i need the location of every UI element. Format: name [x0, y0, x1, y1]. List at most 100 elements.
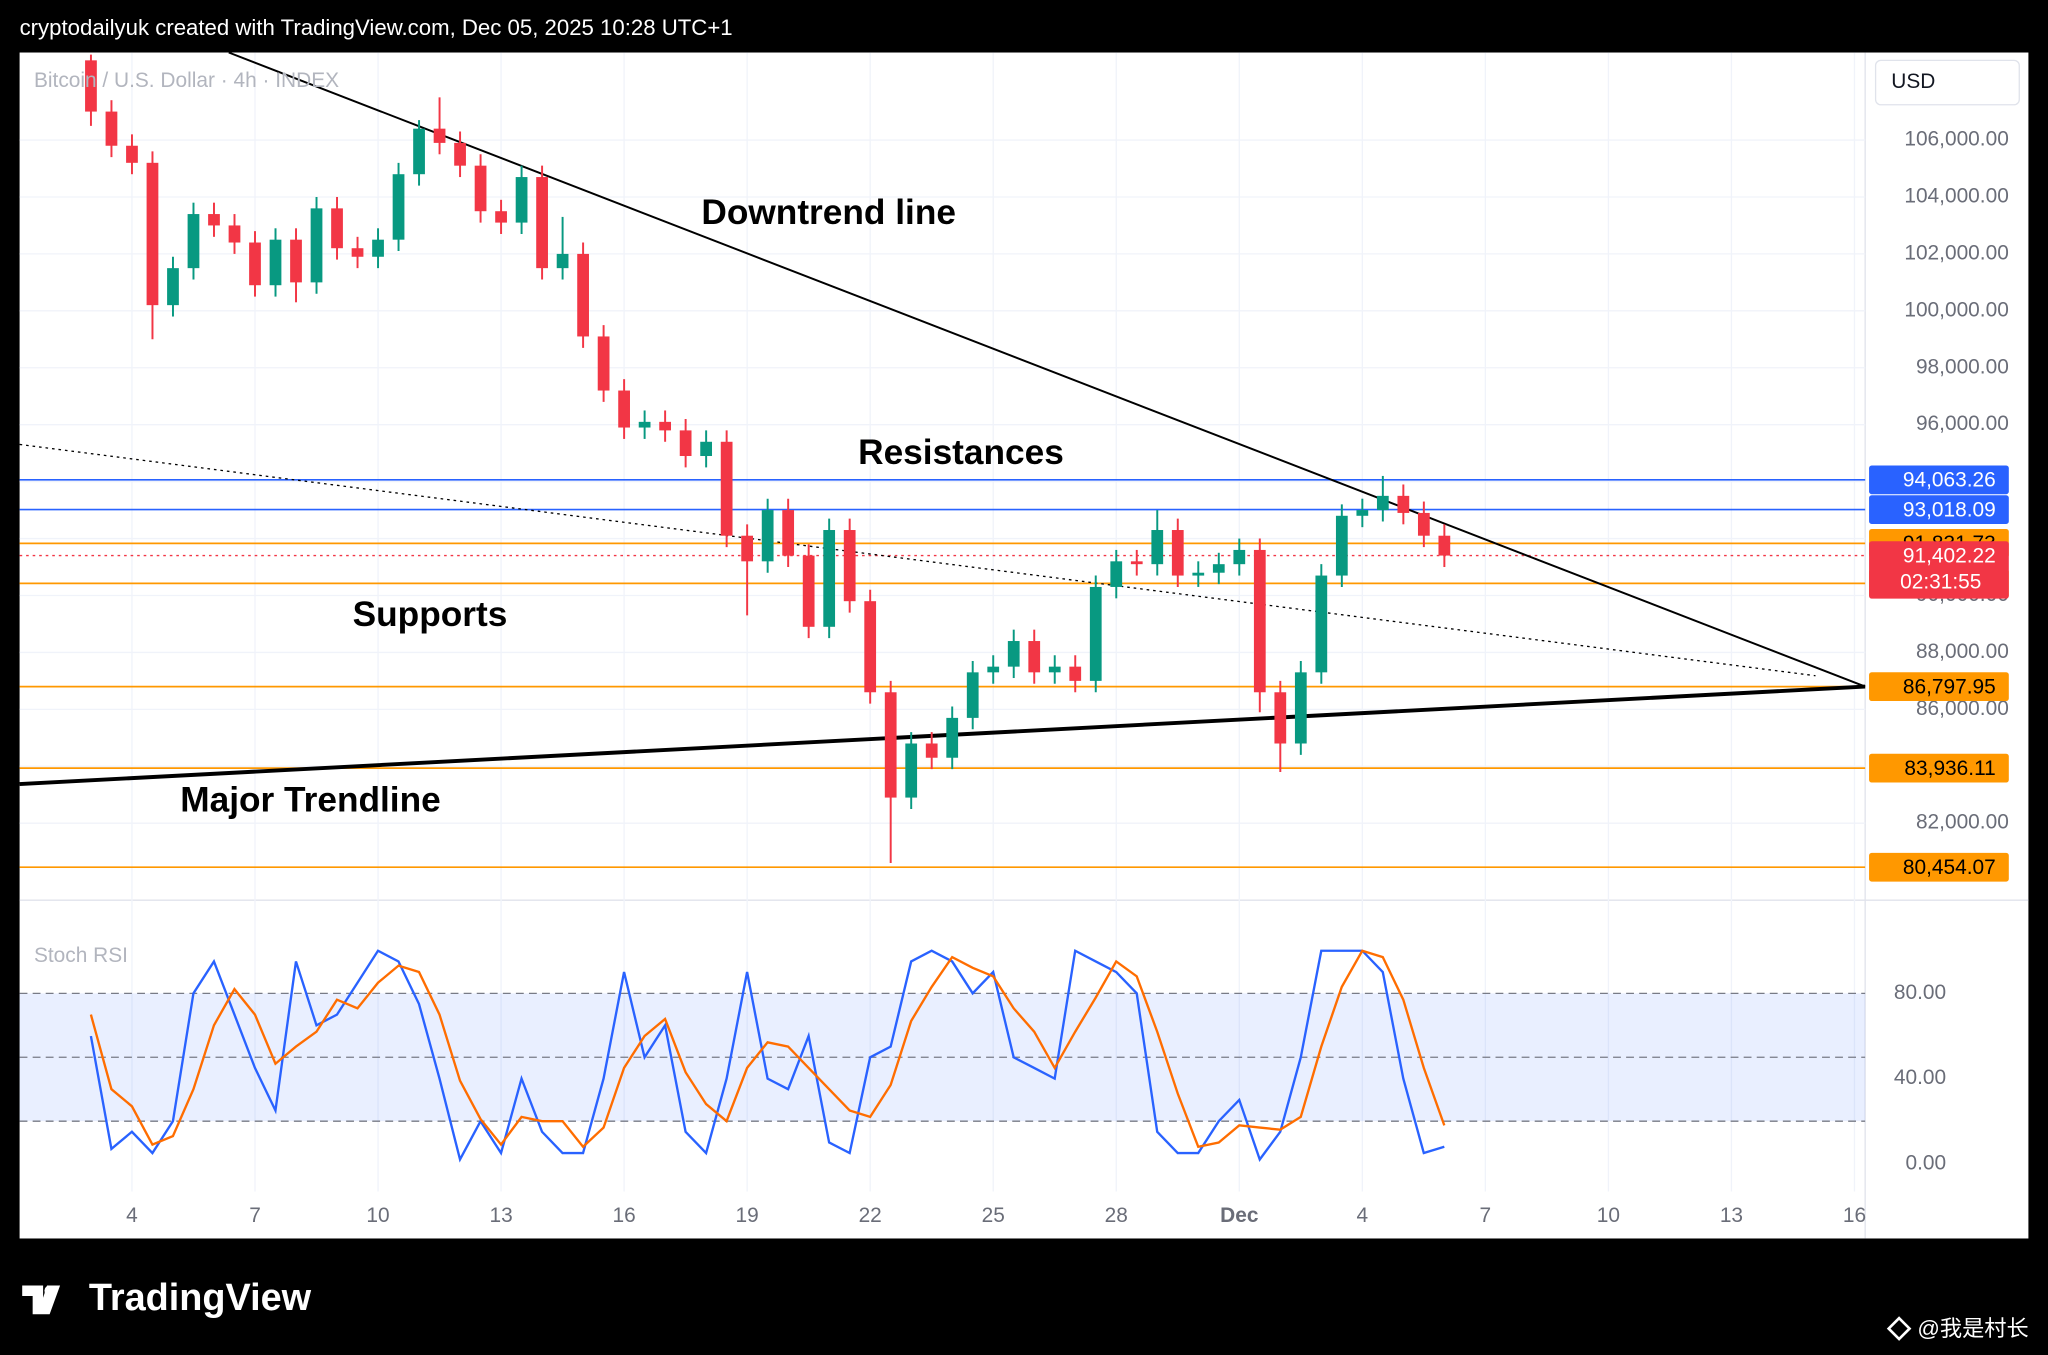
- candle-body: [597, 336, 610, 391]
- candle-body: [249, 242, 261, 286]
- candle-body: [208, 214, 220, 226]
- currency-label[interactable]: USD: [1891, 70, 1935, 93]
- x-tick-label: 10: [366, 1204, 389, 1227]
- y-tick-label: 0.00: [1905, 1151, 1946, 1174]
- candle-body: [1028, 641, 1041, 673]
- candle-body: [987, 666, 1000, 673]
- candle-body: [536, 177, 548, 269]
- x-tick-label: 16: [612, 1204, 635, 1227]
- y-tick-label: 82,000.00: [1916, 811, 2009, 834]
- candle-body: [1356, 510, 1369, 516]
- level-label: 94,063.26: [1903, 469, 1996, 492]
- candle-body: [146, 162, 159, 306]
- x-tick-label: 28: [1105, 1204, 1128, 1227]
- candle-body: [372, 239, 384, 257]
- y-tick-label: 106,000.00: [1904, 128, 2008, 151]
- x-tick-label: 4: [1357, 1204, 1369, 1227]
- x-tick-label: 7: [249, 1204, 261, 1227]
- candle-body: [454, 142, 466, 166]
- candle-body: [925, 743, 938, 758]
- x-tick-label: 19: [736, 1204, 759, 1227]
- level-label-box: [1869, 852, 2009, 882]
- y-tick-label: 40.00: [1894, 1066, 1946, 1089]
- annotation: Supports: [353, 595, 508, 634]
- candle-body: [310, 208, 323, 283]
- x-tick-label: 7: [1480, 1204, 1492, 1227]
- stoch-line: [89, 949, 1446, 1149]
- candle-body: [351, 248, 364, 257]
- candle-body: [1048, 666, 1061, 673]
- candle-body: [966, 672, 979, 718]
- currency-box[interactable]: [1874, 59, 2020, 106]
- candle-body: [1315, 575, 1328, 673]
- candle-body: [413, 128, 425, 175]
- level-label: 80,454.07: [1903, 856, 1996, 879]
- logo-text: TradingView: [89, 1277, 312, 1319]
- candle-body: [556, 253, 569, 269]
- candle-body: [105, 111, 118, 146]
- candle-body: [741, 535, 754, 562]
- candle-body: [474, 165, 487, 212]
- trendline: [19, 443, 1816, 677]
- candle-body: [392, 174, 405, 240]
- candle-body: [802, 555, 815, 627]
- candle-body: [1069, 666, 1082, 681]
- candle-body: [782, 510, 795, 556]
- x-tick-label: 22: [859, 1204, 882, 1227]
- candle-body: [126, 145, 138, 163]
- annotation: Downtrend line: [701, 193, 956, 232]
- x-tick-label: 13: [1720, 1204, 1743, 1227]
- candle-body: [1253, 549, 1266, 693]
- candle-body: [433, 128, 446, 143]
- candle-body: [1151, 530, 1164, 565]
- candle-body: [761, 510, 774, 562]
- candle-body: [618, 390, 630, 428]
- x-tick-label: 13: [489, 1204, 512, 1227]
- candle-body: [1335, 515, 1348, 576]
- x-tick-label: 4: [126, 1204, 138, 1227]
- level-label-box: [1869, 672, 2009, 701]
- candle-body: [700, 441, 713, 457]
- logo-dot: [44, 1285, 55, 1296]
- indicator-title: Stoch RSI: [34, 944, 128, 967]
- candle-body: [638, 421, 651, 428]
- annotation: Major Trendline: [180, 781, 441, 820]
- plot: 4710131619222528Dec4710131682,000.0084,0…: [19, 51, 2029, 1239]
- header-text: cryptodailyuk created with TradingView.c…: [20, 15, 733, 40]
- symbol-title: Bitcoin / U.S. Dollar · 4h · INDEX: [34, 69, 339, 92]
- watermark: @我是村长: [1917, 1316, 2028, 1341]
- candle-body: [187, 214, 200, 269]
- candle-body: [1171, 530, 1184, 576]
- candle-body: [864, 601, 877, 693]
- countdown-label: 02:31:55: [1900, 571, 1981, 594]
- candle-body: [884, 692, 897, 798]
- level-label-box: [1869, 465, 2009, 495]
- stoch-line: [89, 948, 1445, 1163]
- candle-body: [290, 239, 302, 283]
- level-label: 83,936.11: [1904, 757, 1995, 780]
- candle-body: [720, 441, 733, 536]
- watermark-icon: [1886, 1316, 1912, 1341]
- candle-body: [946, 717, 959, 758]
- annotation: Resistances: [858, 433, 1064, 472]
- x-tick-label: 25: [982, 1204, 1005, 1227]
- candle-body: [167, 268, 179, 306]
- y-tick-label: 98,000.00: [1916, 355, 2009, 378]
- candle-body: [1212, 564, 1225, 573]
- candle-body: [1417, 512, 1430, 536]
- candle-body: [85, 60, 97, 112]
- y-tick-label: 86,000.00: [1916, 697, 2009, 720]
- trendline: [19, 684, 1866, 787]
- candle-body: [1130, 561, 1143, 565]
- x-tick-label: 10: [1597, 1204, 1620, 1227]
- candle-body: [1376, 495, 1389, 511]
- trendline: [228, 51, 1866, 688]
- level-label-box: [1869, 495, 2009, 524]
- x-tick-label: 16: [1843, 1204, 1866, 1227]
- candle-body: [228, 225, 241, 243]
- candle-body: [1007, 641, 1020, 667]
- last-price-box: [1869, 541, 2009, 599]
- y-tick-label: 102,000.00: [1904, 241, 2008, 264]
